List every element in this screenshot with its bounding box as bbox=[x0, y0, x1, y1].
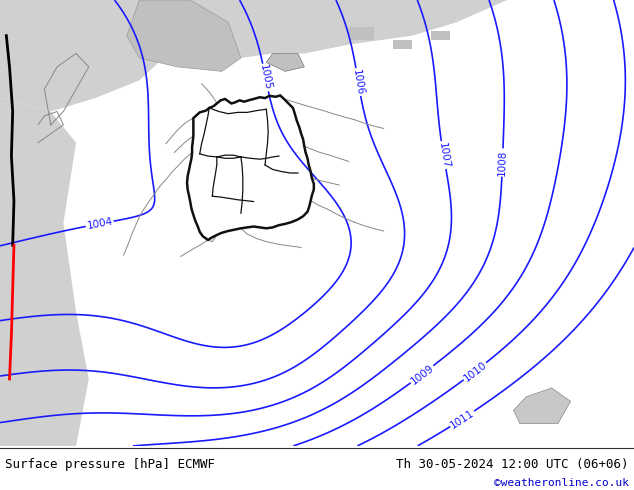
Text: ©weatheronline.co.uk: ©weatheronline.co.uk bbox=[494, 478, 629, 489]
Text: 1006: 1006 bbox=[351, 68, 365, 96]
Polygon shape bbox=[0, 98, 89, 446]
Polygon shape bbox=[127, 0, 241, 72]
Polygon shape bbox=[514, 388, 571, 423]
Text: Th 30-05-2024 12:00 UTC (06+06): Th 30-05-2024 12:00 UTC (06+06) bbox=[396, 458, 629, 471]
Text: 1008: 1008 bbox=[497, 149, 508, 176]
Polygon shape bbox=[190, 0, 317, 58]
Polygon shape bbox=[0, 0, 190, 112]
Text: 1005: 1005 bbox=[258, 64, 273, 92]
Polygon shape bbox=[241, 0, 507, 53]
Polygon shape bbox=[393, 40, 412, 49]
Polygon shape bbox=[431, 31, 450, 40]
Text: Surface pressure [hPa] ECMWF: Surface pressure [hPa] ECMWF bbox=[5, 458, 215, 471]
Text: 1007: 1007 bbox=[436, 141, 451, 169]
Text: 1009: 1009 bbox=[408, 363, 436, 386]
Polygon shape bbox=[349, 27, 374, 40]
Polygon shape bbox=[266, 53, 304, 72]
Text: 1010: 1010 bbox=[462, 359, 488, 383]
Text: 1004: 1004 bbox=[86, 217, 113, 231]
Text: 1011: 1011 bbox=[448, 408, 476, 430]
